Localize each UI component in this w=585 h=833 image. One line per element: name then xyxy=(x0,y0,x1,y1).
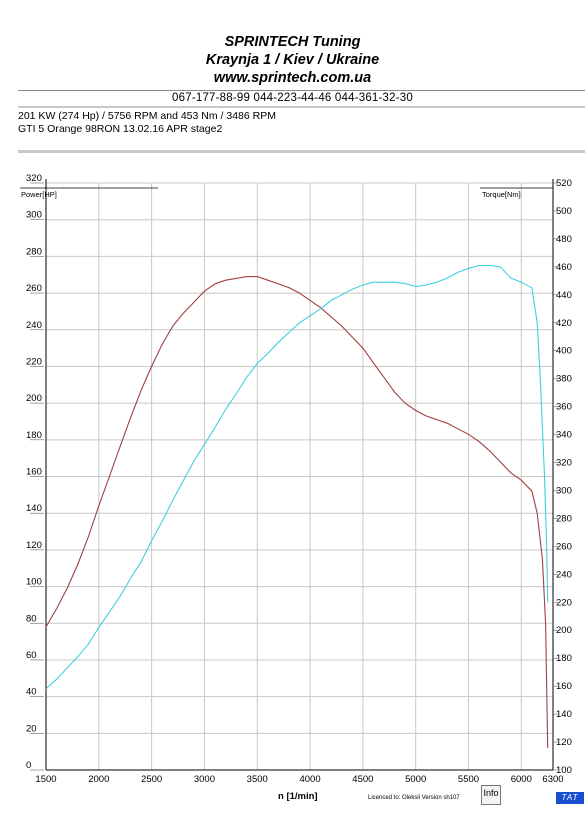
x-tick-label: 4500 xyxy=(352,774,373,785)
x-tick-label: 3500 xyxy=(247,774,268,785)
y-right-tick-label: 340 xyxy=(556,430,572,441)
x-axis-label: n [1/min] xyxy=(278,791,318,802)
x-tick-label: 2000 xyxy=(88,774,109,785)
y-right-tick-label: 520 xyxy=(556,178,572,189)
divider xyxy=(18,90,585,91)
x-tick-label: 3000 xyxy=(194,774,215,785)
y-right-tick-label: 180 xyxy=(556,653,572,664)
y-right-tick-label: 140 xyxy=(556,709,572,720)
tat-badge: TAT xyxy=(556,792,584,804)
y-right-tick-label: 280 xyxy=(556,513,572,524)
y-left-tick-label: 180 xyxy=(26,430,42,441)
y-left-tick-label: 200 xyxy=(26,393,42,404)
y-right-tick-label: 460 xyxy=(556,262,572,273)
company-website: www.sprintech.com.ua xyxy=(213,70,372,86)
x-tick-label: 5000 xyxy=(405,774,426,785)
y-right-tick-label: 360 xyxy=(556,402,572,413)
x-tick-label: 1500 xyxy=(35,774,56,785)
y-left-tick-label: 80 xyxy=(26,613,37,624)
y-left-tick-label: 140 xyxy=(26,503,42,514)
x-tick-label: 5500 xyxy=(458,774,479,785)
run-description: GTI 5 Orange 98RON 13.02.16 APR stage2 xyxy=(18,123,223,135)
x-tick-label: 2500 xyxy=(141,774,162,785)
y-right-axis-label: Torque[Nm] xyxy=(482,190,521,199)
y-left-tick-label: 280 xyxy=(26,246,42,257)
company-address: Kraynja 1 / Kiev / Ukraine xyxy=(205,52,380,68)
y-right-tick-label: 300 xyxy=(556,485,572,496)
y-right-tick-label: 220 xyxy=(556,597,572,608)
y-left-tick-label: 300 xyxy=(26,210,42,221)
chart-axes xyxy=(20,179,554,771)
y-left-tick-label: 240 xyxy=(26,320,42,331)
licence-text: Licenced to: Oleksii Version sh107 xyxy=(368,795,460,801)
y-left-tick-label: 40 xyxy=(26,687,37,698)
y-left-tick-label: 0 xyxy=(26,760,31,771)
chart-grid xyxy=(45,182,554,770)
y-right-tick-label: 420 xyxy=(556,318,572,329)
y-right-tick-label: 500 xyxy=(556,206,572,217)
y-left-tick-label: 320 xyxy=(26,173,42,184)
chart-ticks: 1500 2000 2500 3000 3500 4000 4500 5000 5500 6000… xyxy=(26,173,572,785)
x-tick-label: 6000 xyxy=(511,774,532,785)
y-right-tick-label: 380 xyxy=(556,374,572,385)
info-button[interactable]: Info xyxy=(481,785,501,805)
y-left-tick-label: 20 xyxy=(26,723,37,734)
peak-values: 201 KW (274 Hp) / 5756 RPM and 453 Nm / … xyxy=(18,110,276,122)
y-right-tick-label: 480 xyxy=(556,234,572,245)
y-right-tick-label: 260 xyxy=(556,541,572,552)
y-left-tick-label: 220 xyxy=(26,356,42,367)
y-left-tick-label: 160 xyxy=(26,467,42,478)
company-name: SPRINTECH Tuning xyxy=(224,34,361,50)
y-left-tick-label: 120 xyxy=(26,540,42,551)
y-right-tick-label: 100 xyxy=(556,765,572,776)
y-right-tick-label: 200 xyxy=(556,625,572,636)
y-right-tick-label: 400 xyxy=(556,346,572,357)
y-left-tick-label: 260 xyxy=(26,283,42,294)
y-right-tick-label: 160 xyxy=(556,681,572,692)
power-series-line xyxy=(45,276,549,749)
x-tick-label: 6300 xyxy=(542,774,563,785)
divider xyxy=(18,106,585,108)
chart-series xyxy=(45,264,549,749)
y-right-tick-label: 320 xyxy=(556,458,572,469)
y-left-tick-label: 60 xyxy=(26,650,37,661)
y-left-tick-label: 100 xyxy=(26,577,42,588)
y-left-axis-label: Power[HP] xyxy=(21,190,57,199)
torque-series-line xyxy=(45,264,549,690)
divider xyxy=(18,150,585,153)
x-tick-label: 4000 xyxy=(299,774,320,785)
y-right-tick-label: 240 xyxy=(556,569,572,580)
y-right-tick-label: 120 xyxy=(556,737,572,748)
y-right-tick-label: 440 xyxy=(556,290,572,301)
phone-numbers: 067-177-88-99 044-223-44-46 044-361-32-3… xyxy=(172,92,413,104)
